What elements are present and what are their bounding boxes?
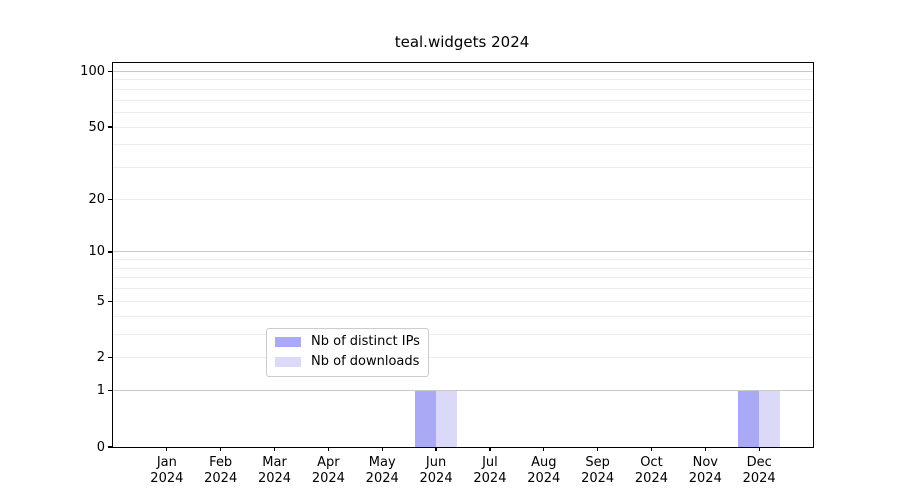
x-tick-label-month: Apr — [317, 455, 340, 470]
x-tick-label: Oct 2024 — [619, 455, 683, 487]
legend-label-downloads: Nb of downloads — [311, 354, 420, 369]
x-tick-label: Jul 2024 — [458, 455, 522, 487]
x-tick-mark — [435, 447, 437, 451]
legend: Nb of distinct IPs Nb of downloads — [266, 328, 429, 377]
gridline-minor — [113, 267, 813, 269]
y-tick-label: 5 — [96, 293, 105, 309]
gridline-minor — [113, 357, 813, 359]
y-tick-mark — [108, 198, 113, 200]
x-tick-mark — [758, 447, 760, 451]
x-tick-mark — [704, 447, 706, 451]
gridline-minor — [113, 88, 813, 90]
x-tick-label: Jun 2024 — [404, 455, 468, 487]
y-tick-mark — [108, 446, 113, 448]
x-tick-label-year: 2024 — [527, 471, 561, 486]
y-tick-mark — [108, 70, 113, 73]
y-tick-label: 100 — [80, 63, 105, 79]
gridline-minor — [113, 259, 813, 261]
y-tick-label: 0 — [96, 439, 105, 455]
x-tick-label-month: Jul — [482, 455, 498, 470]
x-tick-mark — [650, 447, 653, 451]
x-tick-label-month: May — [368, 455, 396, 470]
y-tick-mark — [108, 356, 113, 359]
x-tick-mark — [220, 447, 222, 451]
gridline-minor — [113, 167, 813, 169]
x-tick-label-year: 2024 — [365, 471, 399, 486]
x-tick-label-year: 2024 — [473, 471, 507, 486]
x-tick-label-year: 2024 — [150, 471, 184, 486]
x-tick-mark — [273, 447, 276, 451]
bar-distinct-ips — [738, 390, 760, 447]
gridline-minor — [113, 111, 813, 113]
x-tick-label-month: Oct — [640, 455, 663, 470]
x-tick-label: Apr 2024 — [296, 455, 360, 487]
y-tick-label: 10 — [88, 244, 105, 260]
gridline-major — [113, 390, 813, 392]
y-tick-label: 50 — [88, 119, 105, 135]
plot-area: 0 1 2 5 10 20 50 100 Jan 2024 Feb 2024 Mar 2024 Apr 202… — [80, 62, 814, 486]
gridline-minor — [113, 315, 813, 317]
gridline-minor — [113, 198, 813, 200]
x-tick-label-year: 2024 — [419, 471, 453, 486]
x-tick-mark — [166, 447, 168, 451]
x-tick-label: Nov 2024 — [673, 455, 737, 487]
legend-item-distinct-ips: Nb of distinct IPs — [275, 334, 420, 350]
y-tick-label: 2 — [96, 350, 105, 366]
x-tick-label: Feb 2024 — [189, 455, 253, 487]
gridline-minor — [113, 288, 813, 290]
legend-item-downloads: Nb of downloads — [275, 354, 420, 370]
x-tick-label-month: Mar — [262, 455, 287, 470]
x-tick-label-year: 2024 — [257, 471, 292, 486]
x-tick-label-month: Dec — [746, 455, 772, 470]
y-tick-label: 1 — [96, 383, 105, 399]
gridline-minor — [113, 99, 813, 101]
gridline-minor — [113, 300, 813, 302]
gridline-major — [113, 251, 813, 253]
y-tick-mark — [108, 251, 113, 253]
x-tick-label-year: 2024 — [311, 471, 345, 486]
bar-downloads — [436, 390, 458, 447]
x-tick-label-year: 2024 — [204, 471, 238, 486]
x-tick-label-year: 2024 — [688, 471, 722, 486]
x-tick-mark — [596, 447, 599, 451]
x-tick-label-month: Sep — [585, 455, 610, 470]
legend-swatch-distinct-ips — [275, 337, 301, 347]
y-tick-mark — [108, 126, 113, 128]
gridline-minor — [113, 144, 813, 146]
x-tick-label: May 2024 — [350, 455, 414, 487]
y-tick-mark — [108, 389, 113, 392]
x-tick-label: Aug 2024 — [512, 455, 576, 487]
gridline-minor — [113, 126, 813, 128]
gridline-major — [113, 70, 813, 72]
x-tick-label: Jan 2024 — [135, 455, 199, 487]
x-tick-label-month: Nov — [692, 455, 718, 470]
x-tick-label: Dec 2024 — [727, 455, 791, 487]
x-tick-mark — [543, 447, 545, 451]
x-tick-label-month: Jan — [156, 455, 177, 470]
gridline-minor — [113, 79, 813, 81]
x-tick-label: Sep 2024 — [566, 455, 630, 487]
gridline-minor — [113, 333, 813, 335]
x-tick-label-year: 2024 — [581, 471, 615, 486]
x-tick-label-month: Aug — [531, 455, 557, 470]
bar-downloads — [759, 390, 781, 447]
x-tick-label-month: Feb — [209, 455, 233, 470]
y-tick-mark — [108, 300, 113, 302]
x-tick-label-month: Jun — [425, 455, 447, 470]
x-tick-label: Mar 2024 — [243, 455, 307, 487]
chart-title: teal.widgets 2024 — [394, 33, 530, 51]
y-tick-label: 20 — [88, 191, 105, 207]
bar-distinct-ips — [415, 390, 437, 447]
x-tick-mark — [327, 447, 330, 451]
gridline-minor — [113, 277, 813, 279]
legend-swatch-downloads — [275, 357, 301, 367]
x-tick-label-year: 2024 — [634, 471, 668, 486]
legend-label-distinct-ips: Nb of distinct IPs — [311, 334, 420, 349]
x-tick-mark — [489, 447, 491, 451]
x-tick-label-year: 2024 — [742, 471, 776, 486]
x-tick-mark — [381, 447, 383, 451]
